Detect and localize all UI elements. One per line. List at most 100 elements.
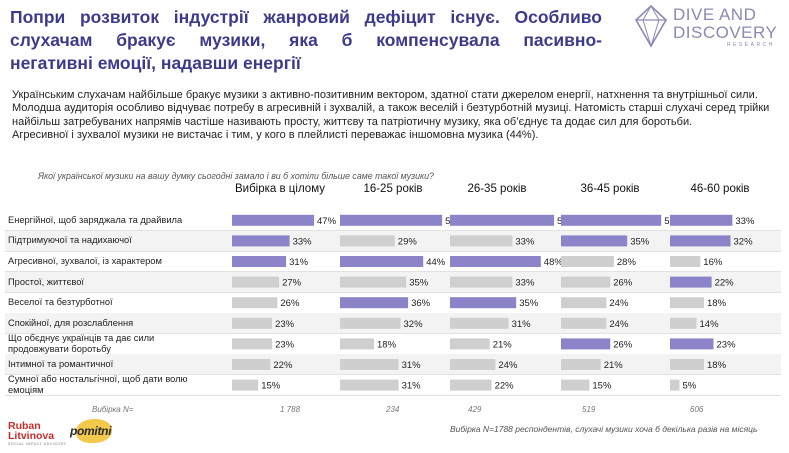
dive-and-discovery-logo: DIVE AND DISCOVERY RESEARCH: [633, 2, 785, 52]
bar: [670, 214, 733, 226]
bar: [561, 359, 601, 370]
bar: [561, 297, 607, 309]
bar: [450, 359, 496, 370]
data-label: 26%: [280, 298, 300, 309]
diamond-icon: [634, 4, 668, 48]
bar: [450, 379, 492, 391]
bar: [670, 276, 712, 288]
bar: [340, 214, 443, 226]
logo-line-2: DISCOVERY: [673, 23, 778, 42]
row-separator: [5, 250, 781, 252]
bar: [340, 297, 409, 309]
bar: [450, 317, 509, 329]
data-label: 21%: [604, 360, 624, 371]
data-label: 31%: [289, 257, 309, 268]
data-label: 14%: [700, 319, 720, 330]
bar: [340, 276, 407, 288]
category-label: Енергійної, щоб заряджала та драйвила: [8, 214, 183, 225]
bar: [450, 276, 513, 288]
paragraph-2: Молодша аудиторія особливо відчуває потр…: [12, 102, 770, 128]
data-label: 35%: [630, 236, 650, 247]
pomitni-logo: pomitni: [70, 419, 128, 443]
bar: [670, 235, 731, 247]
data-label: 32%: [404, 319, 424, 330]
column-header: 36-45 років: [580, 183, 640, 195]
category-label: Підтримуючої та надихаючої: [8, 235, 132, 246]
data-label: 22%: [715, 278, 735, 289]
bar: [340, 235, 395, 247]
bar: [561, 276, 611, 288]
data-label: 31%: [402, 381, 422, 392]
title-line-3: негативні емоції, надавши енергії: [10, 53, 301, 73]
data-label: 31%: [402, 360, 422, 371]
data-label: 24%: [609, 319, 629, 330]
data-label: 33%: [293, 236, 313, 247]
data-label: 18%: [707, 360, 727, 371]
base-size: 1 788: [280, 405, 301, 414]
column-header: 26-35 років: [467, 183, 527, 195]
bar: [232, 379, 259, 391]
data-label: 15%: [261, 381, 281, 392]
bar: [232, 256, 287, 267]
page-title: Попри розвиток індустрії жанровий дефіци…: [10, 6, 602, 75]
bar: [450, 214, 554, 226]
data-label: 33%: [515, 236, 535, 247]
paragraph-1: Українським слухачам найбільше бракує му…: [12, 89, 758, 101]
data-label: 24%: [498, 360, 518, 371]
category-label: Інтимної та романтичної: [8, 359, 114, 369]
bar: [232, 235, 290, 247]
data-label: 21%: [493, 339, 513, 350]
data-label: 35%: [409, 278, 429, 289]
bar: [340, 379, 399, 391]
pomitni-blob: [76, 419, 112, 443]
row-separator: [5, 374, 781, 376]
data-label: 23%: [275, 339, 295, 350]
body-text: Українським слухачам найбільше бракує му…: [12, 89, 782, 143]
bar: [670, 338, 714, 350]
bar: [450, 338, 490, 350]
data-label: 22%: [273, 360, 293, 371]
bar: [232, 359, 271, 370]
category-label: Що обєднує українців та дає сили продовж…: [8, 332, 155, 354]
bar: [670, 297, 704, 309]
data-label: 47%: [317, 216, 337, 227]
data-label: 33%: [515, 278, 535, 289]
bar: [450, 256, 541, 267]
data-label: 5%: [683, 381, 697, 392]
base-size: 519: [582, 405, 596, 414]
data-label: 18%: [707, 298, 727, 309]
bar: [561, 379, 590, 391]
data-label: 44%: [426, 257, 446, 268]
row-separator: [5, 291, 781, 293]
bar: [670, 359, 704, 370]
title-line-2: слухачам бракує музики, яка б компенсува…: [10, 30, 602, 50]
data-label: 27%: [282, 278, 302, 289]
row-separator: [5, 394, 781, 396]
column-header: 16-25 років: [363, 183, 423, 195]
data-label: 31%: [512, 319, 532, 330]
rl-line-1: Ruban: [8, 420, 41, 432]
bar: [232, 338, 273, 350]
bar: [232, 317, 273, 329]
bar: [670, 379, 680, 391]
data-label: 36%: [411, 298, 431, 309]
column-header: 46-60 років: [690, 183, 750, 195]
logo-subtitle: RESEARCH: [727, 42, 775, 48]
bar: [340, 338, 374, 350]
survey-question: Якої української музики на вашу думку сь…: [38, 171, 434, 181]
bar: [670, 317, 697, 329]
bar: [561, 317, 607, 329]
bar: [232, 214, 314, 226]
data-label: 28%: [617, 257, 637, 268]
data-label: 23%: [275, 319, 295, 330]
base-size: 234: [386, 405, 400, 414]
base-size: 606: [690, 405, 704, 414]
bar: [561, 338, 611, 350]
pomitni-text: pomitni: [70, 424, 112, 438]
bar: [450, 297, 517, 309]
data-label: 48%: [544, 257, 564, 268]
bar: [561, 256, 614, 267]
bar: [561, 214, 662, 226]
base-size: 429: [468, 405, 482, 414]
data-label: 29%: [398, 236, 418, 247]
